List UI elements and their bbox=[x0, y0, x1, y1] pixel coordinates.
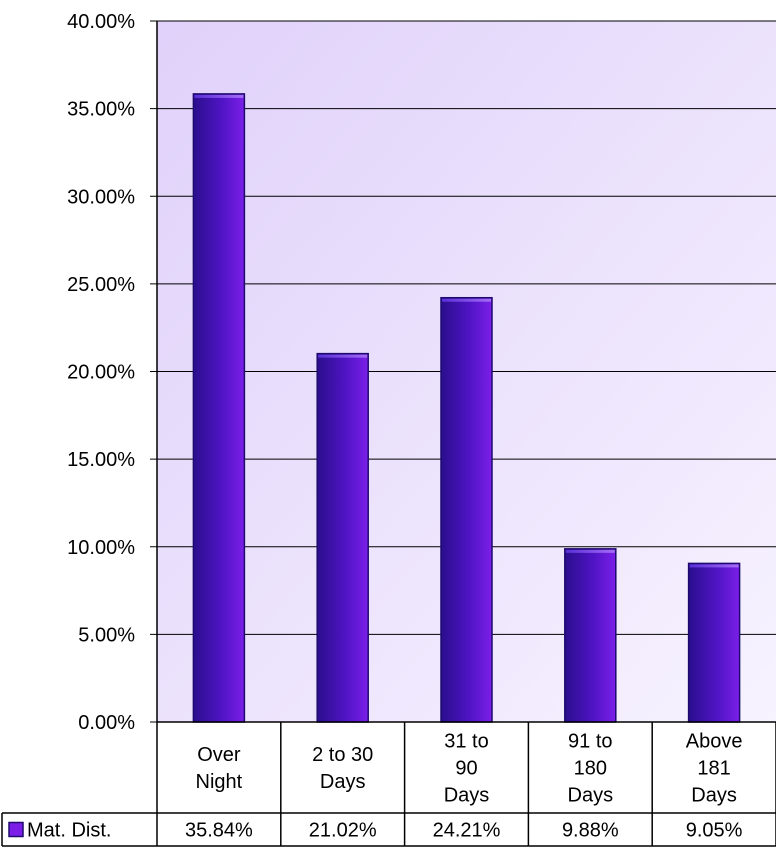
y-tick-label: 30.00% bbox=[67, 186, 135, 208]
bar-top bbox=[565, 549, 615, 553]
bar-face bbox=[687, 562, 741, 723]
category-label: Over Night bbox=[196, 744, 243, 793]
y-tick-label: 5.00% bbox=[78, 624, 135, 646]
category-label: 2 to 30 Days bbox=[312, 744, 373, 793]
bar bbox=[316, 352, 369, 723]
bars bbox=[192, 93, 741, 723]
data-value-label: 35.84% bbox=[185, 820, 253, 842]
bar-face bbox=[316, 352, 369, 723]
bar bbox=[564, 548, 617, 723]
y-tick-label: 0.00% bbox=[78, 712, 135, 734]
bar-top bbox=[318, 354, 368, 358]
category-label: Above 181 Days bbox=[686, 731, 743, 807]
bar-top bbox=[194, 94, 244, 98]
category-label: 31 to 90 Days bbox=[444, 731, 490, 807]
bar bbox=[192, 93, 246, 723]
bar-face bbox=[440, 296, 493, 723]
legend-series-name: Mat. Dist. bbox=[27, 820, 111, 842]
data-table: Over Night 2 to 30 Days 31 to 90 Days 91 to 180 D… bbox=[1, 721, 776, 847]
data-value-label: 9.88% bbox=[562, 820, 619, 842]
y-tick-label: 40.00% bbox=[67, 11, 135, 33]
y-tick-label: 20.00% bbox=[67, 362, 135, 384]
bar bbox=[687, 562, 741, 723]
category-label: 91 to 180 Days bbox=[568, 731, 614, 807]
bar-top bbox=[689, 564, 739, 568]
bar-top bbox=[442, 298, 491, 302]
y-axis: 0.00% 5.00% 10.00% 15.00% 20.00% 25.00% 30.00%… bbox=[67, 11, 158, 734]
bar bbox=[440, 296, 493, 723]
bar-face bbox=[564, 548, 617, 723]
y-tick-label: 15.00% bbox=[67, 449, 135, 471]
data-value-label: 9.05% bbox=[686, 820, 743, 842]
data-value-label: 21.02% bbox=[309, 820, 377, 842]
bar-face bbox=[192, 93, 246, 723]
y-tick-label: 35.00% bbox=[67, 99, 135, 121]
legend-swatch bbox=[8, 821, 24, 838]
y-tick-label: 25.00% bbox=[67, 274, 135, 296]
y-tick-label: 10.00% bbox=[67, 537, 135, 559]
data-value-label: 24.21% bbox=[433, 820, 501, 842]
